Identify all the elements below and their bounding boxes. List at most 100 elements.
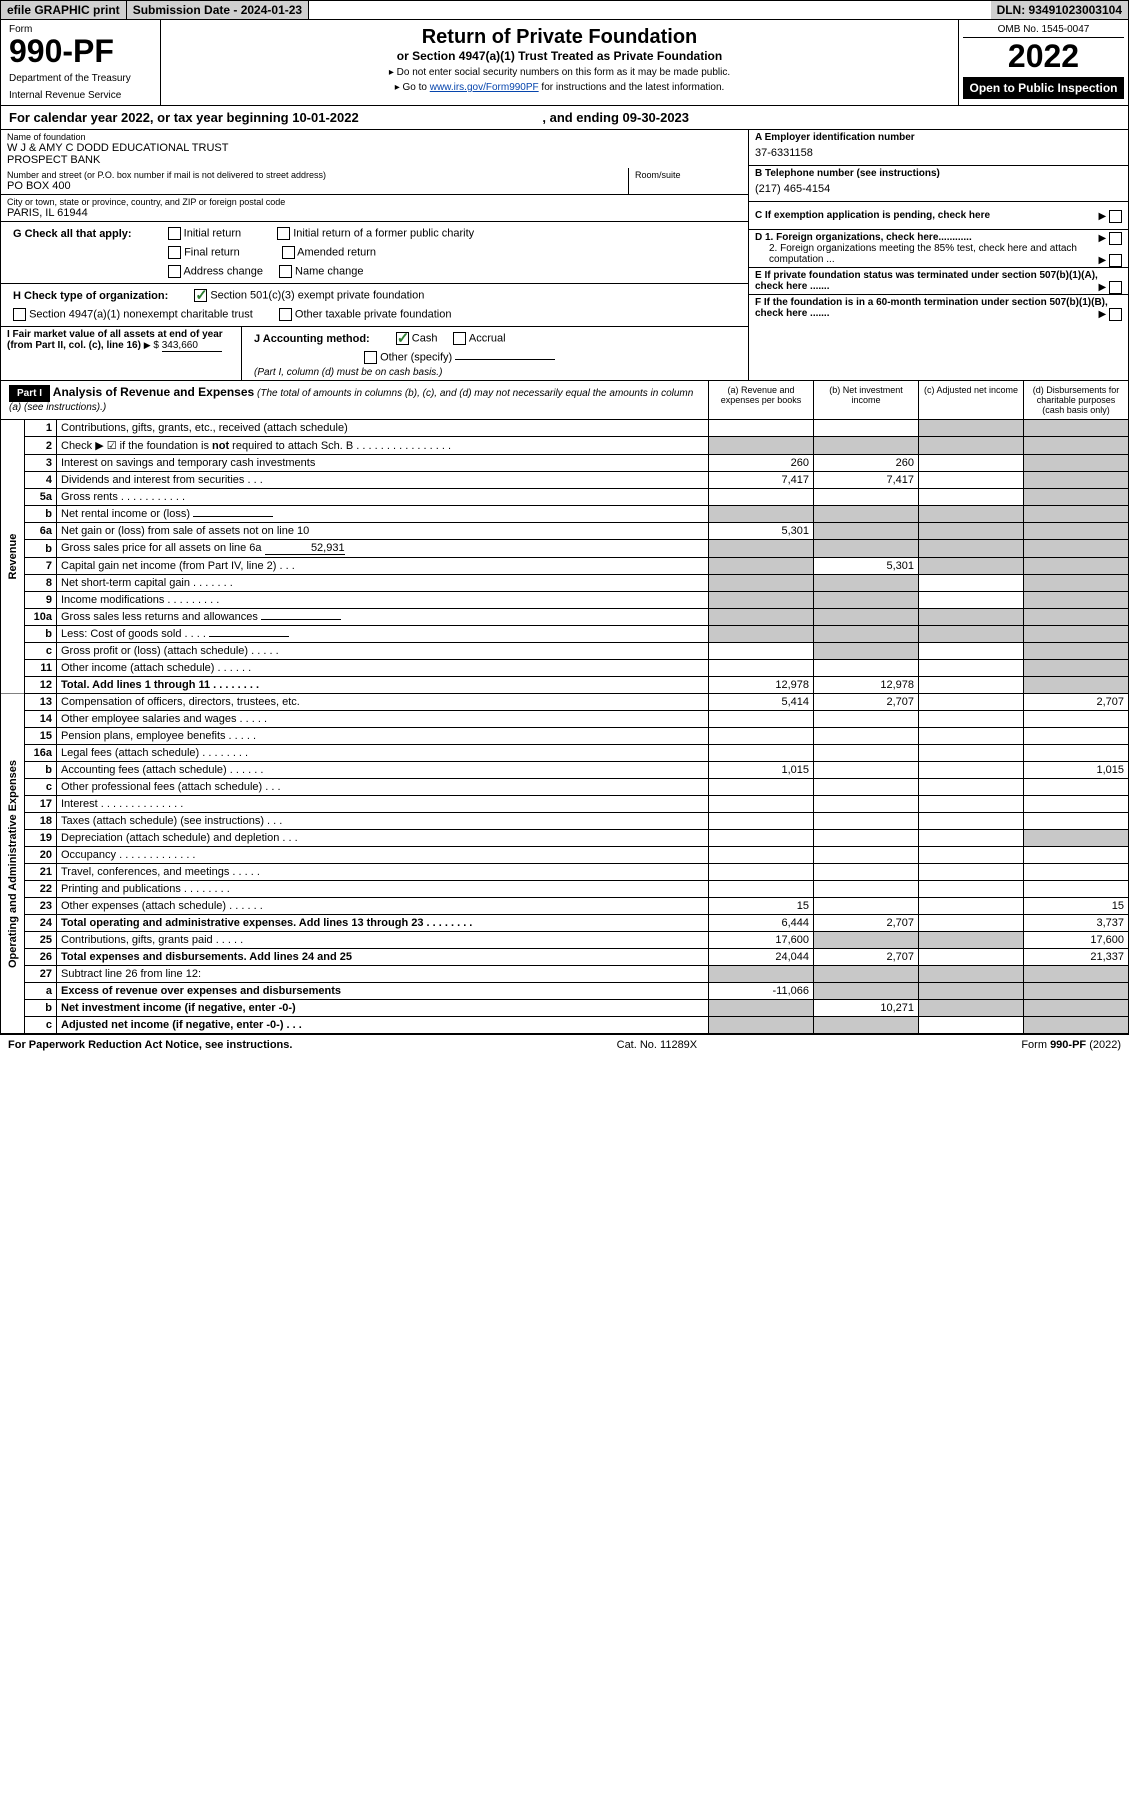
amount-cell <box>709 558 814 575</box>
line-description: Other income (attach schedule) . . . . .… <box>57 660 709 677</box>
initial-return-checkbox[interactable] <box>168 227 181 240</box>
calendar-year-row: For calendar year 2022, or tax year begi… <box>0 106 1129 130</box>
dept-treasury: Department of the Treasury <box>9 73 152 84</box>
accrual-checkbox[interactable] <box>453 332 466 345</box>
amount-cell: 15 <box>709 898 814 915</box>
d2-checkbox[interactable] <box>1109 254 1122 267</box>
line-number: 5a <box>25 489 57 506</box>
d1-checkbox[interactable] <box>1109 232 1122 245</box>
amount-cell: 1,015 <box>709 762 814 779</box>
amount-cell <box>814 575 919 592</box>
amount-cell <box>814 966 919 983</box>
amount-cell <box>919 762 1024 779</box>
name-change-checkbox[interactable] <box>279 265 292 278</box>
c-checkbox[interactable] <box>1109 210 1122 223</box>
line-description: Gross sales price for all assets on line… <box>57 540 709 558</box>
4947-checkbox[interactable] <box>13 308 26 321</box>
amount-cell <box>814 643 919 660</box>
amount-cell <box>919 932 1024 949</box>
line-number: 4 <box>25 472 57 489</box>
table-row: Operating and Administrative Expenses13C… <box>1 694 1129 711</box>
table-row: 21Travel, conferences, and meetings . . … <box>1 864 1129 881</box>
submission-date: Submission Date - 2024-01-23 <box>127 1 309 19</box>
efile-print-button[interactable]: efile GRAPHIC print <box>1 1 127 19</box>
amount-cell: 7,417 <box>814 472 919 489</box>
amended-return-checkbox[interactable] <box>282 246 295 259</box>
part1-label: Part I <box>9 385 50 402</box>
f-checkbox[interactable] <box>1109 308 1122 321</box>
amount-cell <box>814 762 919 779</box>
amount-cell <box>1024 660 1129 677</box>
amount-cell <box>919 847 1024 864</box>
amount-cell <box>814 437 919 455</box>
g-label: G Check all that apply: <box>13 228 132 240</box>
d2-label: 2. Foreign organizations meeting the 85%… <box>769 243 1077 265</box>
line-number: b <box>25 540 57 558</box>
address-change-checkbox[interactable] <box>168 265 181 278</box>
amount-cell <box>919 592 1024 609</box>
other-taxable-checkbox[interactable] <box>279 308 292 321</box>
line-number: 3 <box>25 455 57 472</box>
amount-cell <box>709 626 814 643</box>
line-description: Gross sales less returns and allowances <box>57 609 709 626</box>
amount-cell: 260 <box>709 455 814 472</box>
amount-cell <box>1024 540 1129 558</box>
f-label: F If the foundation is in a 60-month ter… <box>755 297 1108 319</box>
table-row: 17Interest . . . . . . . . . . . . . . <box>1 796 1129 813</box>
table-row: bAccounting fees (attach schedule) . . .… <box>1 762 1129 779</box>
line-number: 7 <box>25 558 57 575</box>
501c3-checkbox[interactable] <box>194 289 207 302</box>
e-checkbox[interactable] <box>1109 281 1122 294</box>
amount-cell: 2,707 <box>1024 694 1129 711</box>
amount-cell <box>1024 506 1129 523</box>
amount-cell <box>1024 813 1129 830</box>
amount-cell <box>919 711 1024 728</box>
info-grid: Name of foundation W J & AMY C DODD EDUC… <box>0 130 1129 381</box>
form-number-box: Form 990-PF Department of the Treasury I… <box>1 20 161 105</box>
amount-cell: 24,044 <box>709 949 814 966</box>
line-number: 12 <box>25 677 57 694</box>
line-number: 20 <box>25 847 57 864</box>
amount-cell <box>709 1017 814 1034</box>
line-description: Depreciation (attach schedule) and deple… <box>57 830 709 847</box>
amount-cell <box>1024 626 1129 643</box>
amount-cell <box>814 506 919 523</box>
line-description: Compensation of officers, directors, tru… <box>57 694 709 711</box>
table-row: 9Income modifications . . . . . . . . . <box>1 592 1129 609</box>
amount-cell <box>709 796 814 813</box>
amount-cell: 7,417 <box>709 472 814 489</box>
line-number: 1 <box>25 420 57 437</box>
amount-cell <box>814 728 919 745</box>
table-row: 27Subtract line 26 from line 12: <box>1 966 1129 983</box>
amount-cell <box>919 898 1024 915</box>
amount-cell <box>1024 796 1129 813</box>
amount-cell <box>814 847 919 864</box>
table-row: 11Other income (attach schedule) . . . .… <box>1 660 1129 677</box>
line-description: Contributions, gifts, grants, etc., rece… <box>57 420 709 437</box>
amount-cell <box>1024 609 1129 626</box>
line-description: Total expenses and disbursements. Add li… <box>57 949 709 966</box>
line-number: 6a <box>25 523 57 540</box>
instructions-link[interactable]: www.irs.gov/Form990PF <box>430 82 539 93</box>
initial-public-checkbox[interactable] <box>277 227 290 240</box>
amount-cell <box>919 966 1024 983</box>
address: PO BOX 400 <box>7 180 622 192</box>
city-label: City or town, state or province, country… <box>7 197 742 207</box>
table-row: cGross profit or (loss) (attach schedule… <box>1 643 1129 660</box>
amount-cell <box>814 813 919 830</box>
cash-checkbox[interactable] <box>396 332 409 345</box>
amount-cell <box>814 983 919 1000</box>
col-b-header: (b) Net investment income <box>813 381 918 419</box>
final-return-checkbox[interactable] <box>168 246 181 259</box>
amount-cell <box>709 489 814 506</box>
amount-cell <box>814 1017 919 1034</box>
line-description: Gross rents . . . . . . . . . . . <box>57 489 709 506</box>
other-method-checkbox[interactable] <box>364 351 377 364</box>
amount-cell <box>919 983 1024 1000</box>
line-number: 27 <box>25 966 57 983</box>
line-description: Interest on savings and temporary cash i… <box>57 455 709 472</box>
amount-cell: 260 <box>814 455 919 472</box>
amount-cell <box>1024 643 1129 660</box>
table-row: 6aNet gain or (loss) from sale of assets… <box>1 523 1129 540</box>
amount-cell <box>919 694 1024 711</box>
